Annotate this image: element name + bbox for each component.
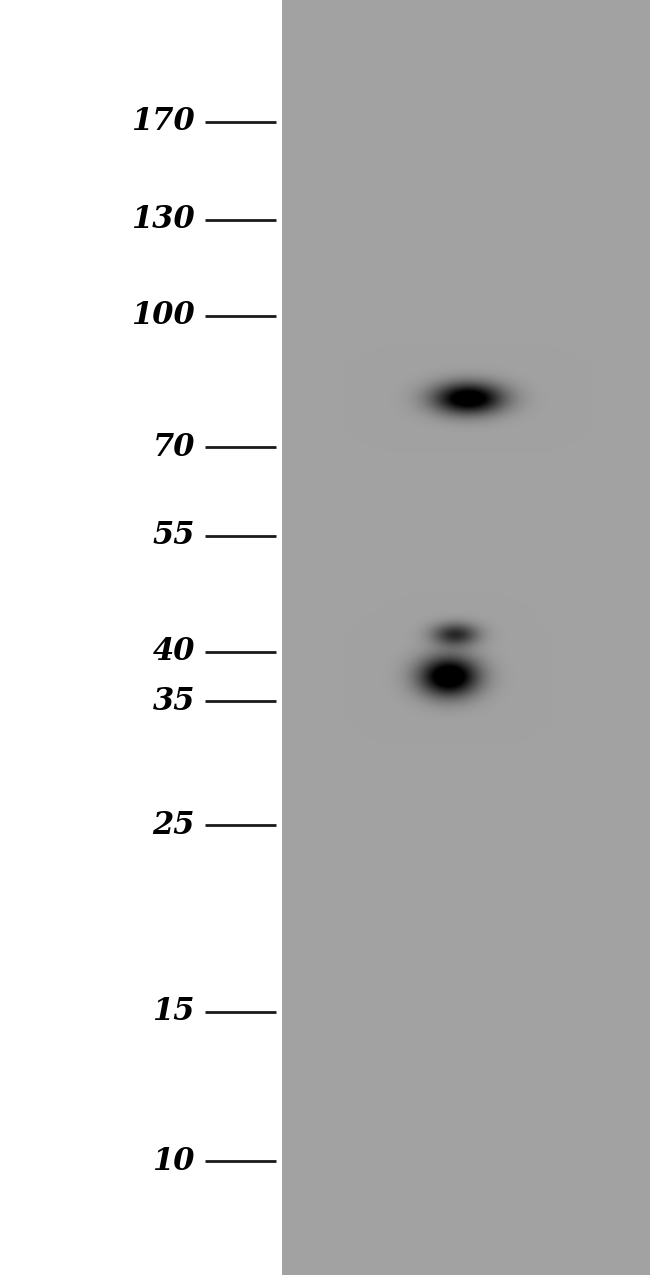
Text: 15: 15 <box>153 997 195 1028</box>
Text: 25: 25 <box>153 810 195 840</box>
Text: 100: 100 <box>131 301 195 332</box>
Text: 55: 55 <box>153 520 195 552</box>
Text: 170: 170 <box>131 107 195 138</box>
Text: 10: 10 <box>153 1145 195 1177</box>
Text: 40: 40 <box>153 636 195 668</box>
Text: 35: 35 <box>153 686 195 717</box>
Text: 130: 130 <box>131 204 195 236</box>
Text: 70: 70 <box>153 431 195 463</box>
